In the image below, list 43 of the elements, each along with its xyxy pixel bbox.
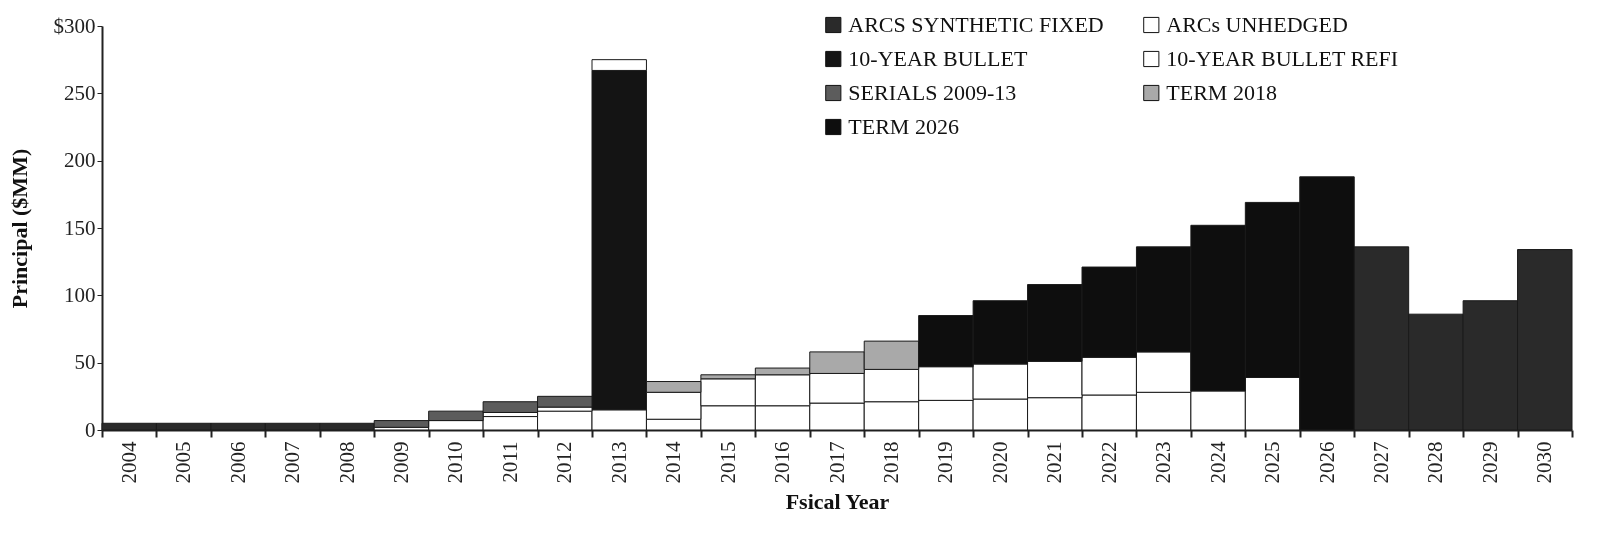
x-tick-label: 2009 — [388, 441, 413, 484]
x-tick-label: 2005 — [171, 441, 196, 484]
x-tick-label: 2010 — [443, 441, 468, 484]
y-axis-title: Principal ($MM) — [6, 148, 32, 309]
legend-label: TERM 2018 — [1166, 80, 1277, 105]
x-tick-label: 2018 — [878, 441, 903, 484]
x-tick-label: 2017 — [824, 441, 849, 484]
y-tick-label: 250 — [64, 80, 96, 105]
x-tick-label: 2024 — [1205, 441, 1230, 484]
x-tick-label: 2026 — [1314, 441, 1339, 484]
x-tick-label: 2007 — [280, 441, 305, 484]
legend-label: 10-YEAR BULLET REFI — [1166, 46, 1399, 71]
y-tick-label: $300 — [53, 13, 96, 38]
x-tick-label: 2025 — [1260, 441, 1285, 484]
x-tick-label: 2027 — [1368, 441, 1393, 484]
x-tick-label: 2004 — [116, 441, 141, 484]
y-tick-label: 50 — [74, 350, 96, 375]
x-tick-label: 2013 — [606, 441, 631, 484]
x-tick-label: 2030 — [1532, 441, 1557, 484]
x-tick-label: 2020 — [987, 441, 1012, 484]
x-tick-label: 2014 — [661, 441, 686, 484]
y-tick-label: 0 — [85, 417, 96, 442]
legend-label: 10-YEAR BULLET — [848, 46, 1028, 71]
legend-label: ARCS SYNTHETIC FIXED — [848, 12, 1104, 37]
x-tick-label: 2016 — [770, 441, 795, 484]
x-tick-label: 2021 — [1042, 441, 1067, 484]
x-tick-label: 2023 — [1151, 441, 1176, 484]
y-tick-label: 100 — [64, 282, 96, 307]
x-tick-label: 2029 — [1477, 441, 1502, 484]
y-tick-label: 200 — [64, 148, 96, 173]
x-tick-label: 2015 — [715, 441, 740, 484]
x-tick-label: 2028 — [1423, 441, 1448, 484]
x-tick-label: 2022 — [1096, 441, 1121, 484]
legend-label: ARCs UNHEDGED — [1166, 12, 1348, 37]
x-tick-label: 2012 — [552, 441, 577, 484]
x-tick-label: 2011 — [497, 441, 522, 483]
legend-label: TERM 2026 — [848, 114, 959, 139]
x-tick-label: 2006 — [225, 441, 250, 484]
x-axis-title: Fsical Year — [785, 488, 890, 514]
x-tick-label: 2019 — [933, 441, 958, 484]
y-tick-label: 150 — [64, 215, 96, 240]
legend-label: SERIALS 2009-13 — [848, 80, 1017, 105]
x-tick-label: 2008 — [334, 441, 359, 484]
